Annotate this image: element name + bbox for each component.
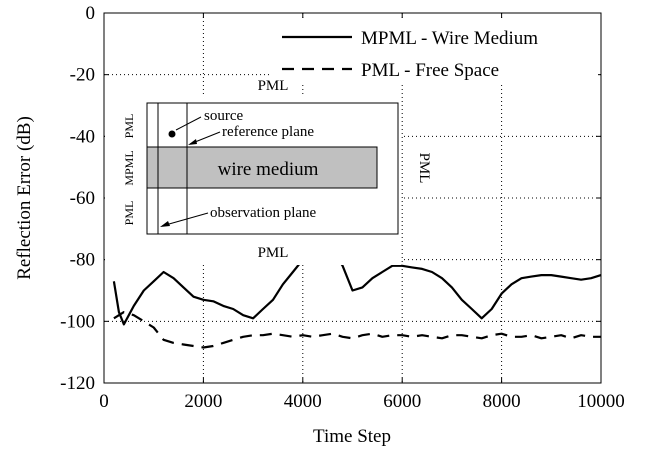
- series-layer: [112, 246, 602, 349]
- source-marker: [168, 130, 176, 138]
- y-tick-label: 0: [86, 3, 96, 24]
- x-tick-label: 0: [99, 391, 109, 412]
- source-label: source: [204, 108, 243, 124]
- inset-left-pml-bottom-label: PML: [122, 201, 136, 226]
- y-tick-label: -120: [60, 373, 95, 394]
- inset-right-pml-label: PML: [416, 153, 432, 184]
- x-tick-label: 10000: [577, 391, 625, 412]
- reference-plane-arrowhead: [188, 139, 197, 145]
- y-tick-label: -100: [60, 311, 95, 332]
- legend-label-mpml: MPML - Wire Medium: [361, 28, 538, 49]
- inset-schematic: PML PML PML PML MPML PML source referenc…: [105, 78, 432, 265]
- inset-left-mpml-label: MPML: [122, 150, 136, 185]
- legend: MPML - Wire Medium PML - Free Space: [272, 20, 598, 84]
- wire-medium-label: wire medium: [218, 159, 319, 180]
- observation-plane-arrowhead: [160, 221, 170, 227]
- y-tick-label: -40: [70, 126, 95, 147]
- x-tick-label: 4000: [284, 391, 322, 412]
- y-axis-label: Reflection Error (dB): [14, 116, 35, 280]
- x-axis-label: Time Step: [313, 426, 391, 447]
- observation-plane-pointer: [161, 212, 209, 227]
- y-tick-label: -20: [70, 65, 95, 86]
- x-tick-label: 8000: [483, 391, 521, 412]
- source-pointer: [175, 116, 202, 131]
- observation-plane-label: observation plane: [210, 205, 317, 221]
- series-line-pml-free-space: [113, 311, 601, 349]
- y-tick-label: -80: [70, 250, 95, 271]
- x-axis: 0 2000 4000 6000 8000 10000: [99, 13, 625, 412]
- y-axis: 0 -20 -40 -60 -80 -100 -120: [60, 3, 601, 394]
- x-tick-label: 2000: [184, 391, 222, 412]
- series-line-mpml-wire-medium: [112, 246, 602, 326]
- x-tick-label: 6000: [383, 391, 421, 412]
- y-tick-label: -60: [70, 188, 95, 209]
- inset-top-pml-label: PML: [258, 78, 289, 94]
- inset-bottom-pml-label: PML: [258, 245, 289, 261]
- wire-medium-region: [146, 146, 378, 189]
- reference-plane-label: reference plane: [222, 124, 314, 140]
- inset-left-pml-top-label: PML: [122, 114, 136, 139]
- legend-background: [272, 20, 598, 84]
- legend-label-pml: PML - Free Space: [361, 60, 499, 81]
